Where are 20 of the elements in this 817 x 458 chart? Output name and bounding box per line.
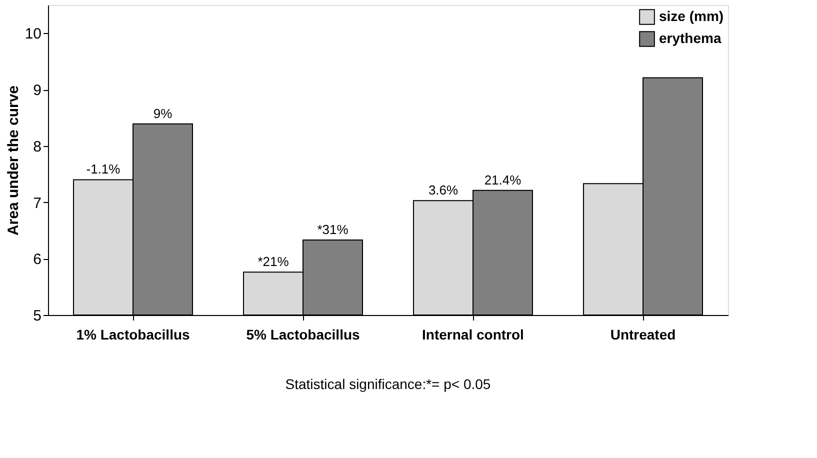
- y-tick-label: 5: [33, 308, 42, 324]
- legend-label: size (mm): [659, 8, 724, 24]
- annotation: -1.1%: [86, 162, 121, 177]
- text: Statistical significance:*= p< 0.05: [285, 376, 491, 392]
- annotation: 3.6%: [428, 182, 458, 198]
- annotation: 9%: [153, 106, 173, 121]
- x-tick-label: 1% Lactobacillus: [76, 326, 190, 342]
- y-tick-label: 10: [24, 26, 42, 43]
- x-tick-label: Untreated: [610, 326, 676, 342]
- annotation: *21%: [258, 254, 290, 270]
- legend-label: erythema: [659, 30, 722, 46]
- annotation: *31%: [317, 222, 349, 238]
- y-tick-label: 6: [33, 251, 42, 268]
- y-tick-label: 7: [33, 194, 42, 212]
- annotation: 21.4%: [484, 172, 522, 188]
- x-tick-label: Internal control: [422, 326, 524, 342]
- x-tick-label: 5% Lactobacillus: [246, 326, 360, 342]
- y-tick-label: 8: [33, 138, 42, 156]
- y-tick-label: 9: [33, 82, 42, 100]
- y-axis-title: Area under the curve: [4, 85, 22, 236]
